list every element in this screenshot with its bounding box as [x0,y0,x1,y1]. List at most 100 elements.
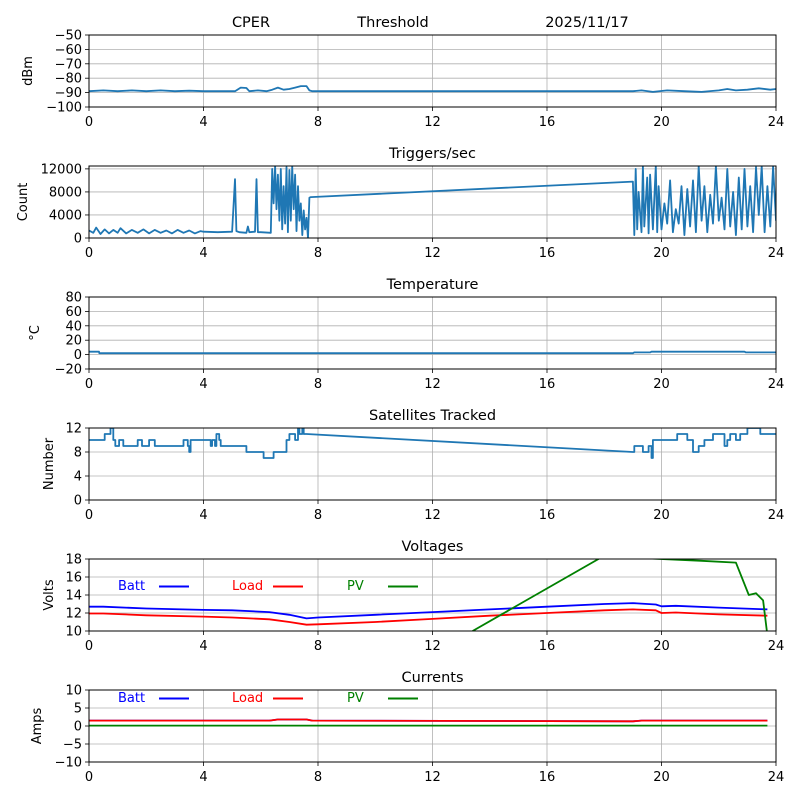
y-tick-label: −100 [46,101,82,116]
y-tick-label: 80 [65,291,82,306]
x-tick-label: 0 [85,508,93,523]
y-axis-label: Amps [30,707,45,744]
x-tick-label: 20 [653,770,670,785]
y-axis-label: °C [28,325,43,341]
series-line-triggers [89,166,776,238]
header-station: CPER [232,15,270,31]
y-tick-label: −50 [55,29,82,44]
header-mode: Threshold [356,15,428,31]
x-tick-label: 4 [199,770,207,785]
x-tick-label: 24 [768,770,785,785]
panel-title: Temperature [386,277,479,293]
y-axis-label: dBm [21,56,36,86]
y-tick-label: 10 [65,625,82,640]
series-line-pv [472,559,768,631]
x-tick-label: 24 [768,246,785,261]
x-tick-label: 12 [424,508,441,523]
panel-voltages: 0 4 8 12 16 20 24 10 12 14 16 18 Voltages Volts Batt Lo… [42,539,784,654]
y-tick-label: 18 [65,553,82,568]
legend-label-batt: Batt [118,691,145,706]
x-tick-label: 24 [768,639,785,654]
x-tick-label: 8 [314,115,322,130]
x-tick-label: 16 [539,508,556,523]
panel-threshold: 0 4 8 12 16 20 24 −100−90−80−70−60−50 dBm [21,29,784,131]
x-tick-label: 24 [768,508,785,523]
legend-label-load: Load [232,579,263,594]
y-tick-label: 4 [74,470,82,485]
y-tick-label: −60 [55,43,82,58]
y-axis-label: Volts [42,579,57,611]
legend-label-load: Load [232,691,263,706]
y-tick-label: 8000 [49,185,82,200]
x-tick-label: 12 [424,770,441,785]
x-tick-label: 8 [314,639,322,654]
series-line-satellites [89,428,776,459]
x-tick-label: 8 [314,246,322,261]
y-tick-label: −20 [55,363,82,378]
x-tick-label: 16 [539,115,556,130]
panel-title: Triggers/sec [388,146,476,162]
y-tick-label: 14 [65,589,82,604]
y-axis-label: Number [42,437,57,490]
series-line-load [89,608,768,626]
y-tick-label: 20 [65,334,82,349]
y-tick-label: 12000 [41,162,82,177]
y-tick-label: 12 [65,422,82,437]
x-tick-label: 8 [314,377,322,392]
series-line-batt [89,602,768,620]
y-tick-label: 0 [74,720,82,735]
panel-currents: 0 4 8 12 16 20 24 −10 −5 0 5 10 Currents Amps Batt Load… [30,670,784,785]
x-tick-label: 8 [314,508,322,523]
y-tick-label: −5 [63,738,82,753]
legend-label-batt: Batt [118,579,145,594]
y-tick-label: −70 [55,57,82,72]
x-tick-label: 20 [653,377,670,392]
x-tick-label: 24 [768,115,785,130]
panel-title: Satellites Tracked [369,408,496,424]
x-tick-label: 0 [85,246,93,261]
legend-label-pv: PV [347,691,364,706]
y-tick-label: 5 [74,702,82,717]
panel-title: Voltages [402,539,464,555]
panel-triggers-sec: 0 4 8 12 16 20 24 0 4000 8000 12000 Triggers/sec Cou… [16,146,784,261]
x-tick-label: 0 [85,770,93,785]
y-tick-label: 60 [65,305,82,320]
y-tick-label: 0 [74,348,82,363]
x-tick-label: 0 [85,377,93,392]
x-tick-label: 20 [653,246,670,261]
y-tick-label: 0 [74,494,82,509]
x-tick-label: 20 [653,639,670,654]
y-tick-label: 10 [65,684,82,699]
x-tick-label: 0 [85,115,93,130]
x-tick-label: 12 [424,377,441,392]
y-tick-label: −10 [55,756,82,771]
x-tick-label: 20 [653,508,670,523]
x-tick-label: 4 [199,377,207,392]
y-tick-label: 12 [65,607,82,622]
y-axis-label: Count [16,183,31,222]
x-tick-label: 12 [424,639,441,654]
y-tick-label: 4000 [49,208,82,223]
x-tick-label: 4 [199,508,207,523]
x-tick-label: 24 [768,377,785,392]
y-tick-label: 40 [65,319,82,334]
y-tick-label: 0 [74,232,82,247]
series-line-temperature [89,350,776,355]
x-tick-label: 4 [199,115,207,130]
x-tick-label: 0 [85,639,93,654]
panel-satellites-tracked: 0 4 8 12 16 20 24 0 4 8 12 Satellites Tracked Number [42,408,784,523]
series-line-threshold [89,85,776,93]
x-tick-label: 16 [539,377,556,392]
x-tick-label: 8 [314,770,322,785]
x-tick-label: 16 [539,770,556,785]
x-tick-label: 12 [424,246,441,261]
series-line-load [89,718,768,723]
y-tick-label: −80 [55,72,82,87]
y-tick-label: −90 [55,86,82,101]
x-tick-label: 12 [424,115,441,130]
x-tick-label: 4 [199,246,207,261]
y-tick-label: 8 [74,446,82,461]
y-tick-label: 16 [65,571,82,586]
x-tick-label: 4 [199,639,207,654]
